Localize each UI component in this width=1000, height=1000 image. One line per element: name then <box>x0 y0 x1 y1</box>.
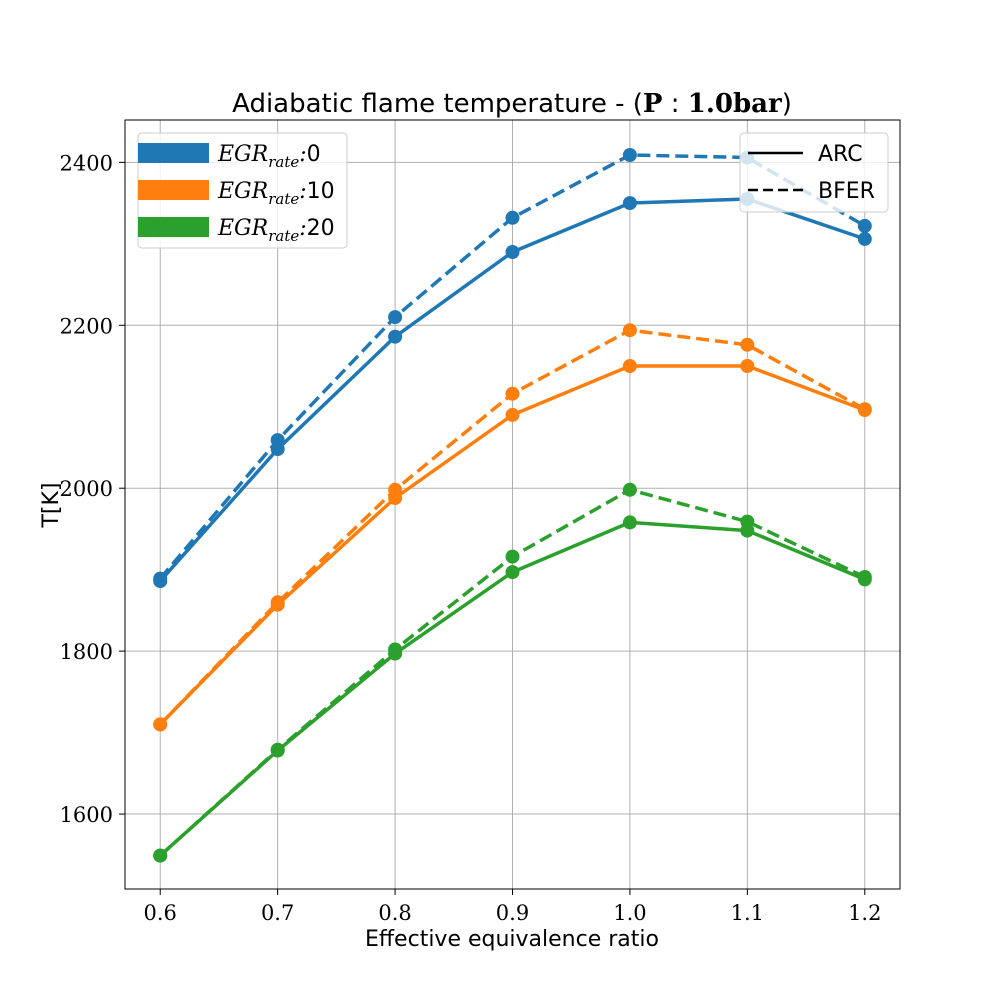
legend-label-value: 10 <box>307 179 335 204</box>
legend-label-value: 0 <box>307 142 321 167</box>
legend-label-subscript: rate <box>268 153 299 171</box>
data-point <box>740 337 755 352</box>
legend-swatch <box>138 143 209 163</box>
data-point <box>622 515 637 530</box>
data-point <box>388 642 403 657</box>
data-point <box>505 245 520 259</box>
y-tick-label: 2400 <box>60 151 113 175</box>
legend-label-colon: : <box>299 179 306 204</box>
data-point <box>740 359 755 373</box>
legend-swatch <box>138 180 209 200</box>
data-point <box>505 565 520 580</box>
y-axis-label: T[K] <box>39 482 64 528</box>
data-point <box>270 595 285 610</box>
data-point <box>505 386 520 401</box>
y-tick-label: 2200 <box>60 314 113 338</box>
chart-title: Adiabatic flame temperature - (P : 1.0ba… <box>232 89 792 119</box>
y-tick-label: 1600 <box>60 803 113 827</box>
data-point <box>857 402 872 417</box>
series-layer <box>153 148 872 863</box>
data-point <box>270 433 285 448</box>
data-point <box>505 407 520 422</box>
legend-line-style: ARC BFER <box>739 132 889 213</box>
legend-label-colon: : <box>299 142 306 167</box>
x-tick-label: 1.2 <box>848 901 881 925</box>
data-point <box>270 742 285 757</box>
data-point <box>857 218 872 233</box>
data-point <box>857 570 872 584</box>
legend-line-label: BFER <box>818 179 875 204</box>
axis-ticks: 0.6 0.7 0.8 0.9 1.0 1.1 1.2 1600 1800 2000 2200 240… <box>60 151 882 925</box>
data-point <box>622 482 637 497</box>
data-point <box>622 148 637 162</box>
legend-swatch <box>138 217 209 237</box>
data-point <box>857 231 872 246</box>
data-point <box>505 210 520 225</box>
x-tick-label: 0.7 <box>261 901 294 925</box>
title-prefix: Adiabatic flame temperature - ( <box>232 89 643 119</box>
data-point <box>740 514 755 529</box>
legend-label-subscript: rate <box>268 227 299 245</box>
data-point <box>153 717 168 732</box>
series-bfer-egr-20 <box>153 482 872 863</box>
x-tick-label: 1.1 <box>731 901 764 925</box>
data-point <box>622 359 637 373</box>
series-bfer-egr-10 <box>153 323 872 732</box>
legend-label-base: EGR <box>217 142 268 167</box>
legend-label: EGRrate:10 <box>217 179 335 208</box>
x-axis-label: Effective equivalence ratio <box>365 927 659 952</box>
legend-label: EGRrate:20 <box>217 216 335 245</box>
data-point <box>388 329 403 344</box>
data-point <box>622 323 637 338</box>
legend-label: EGRrate:0 <box>217 142 321 171</box>
legend-line-label: ARC <box>818 142 863 167</box>
title-bold-value: 1.0bar <box>688 89 782 119</box>
title-suffix: ) <box>782 89 792 119</box>
data-point <box>153 848 168 863</box>
data-point <box>388 482 403 497</box>
data-point <box>622 196 637 211</box>
x-tick-label: 0.6 <box>144 901 177 925</box>
data-point <box>153 571 168 586</box>
title-bold-symbol: P <box>643 89 663 119</box>
y-tick-label: 2000 <box>60 477 113 501</box>
data-point <box>505 549 520 564</box>
legend-label-colon: : <box>299 216 306 241</box>
legend-label-base: EGR <box>217 216 268 241</box>
legend-label-base: EGR <box>217 179 268 204</box>
legend-label-value: 20 <box>307 216 335 241</box>
x-tick-label: 0.8 <box>378 901 411 925</box>
x-tick-label: 1.0 <box>613 901 646 925</box>
title-separator: : <box>662 89 687 119</box>
x-tick-label: 0.9 <box>496 901 529 925</box>
legend-label-subscript: rate <box>268 190 299 208</box>
y-tick-label: 1800 <box>60 640 113 664</box>
data-point <box>388 310 403 325</box>
